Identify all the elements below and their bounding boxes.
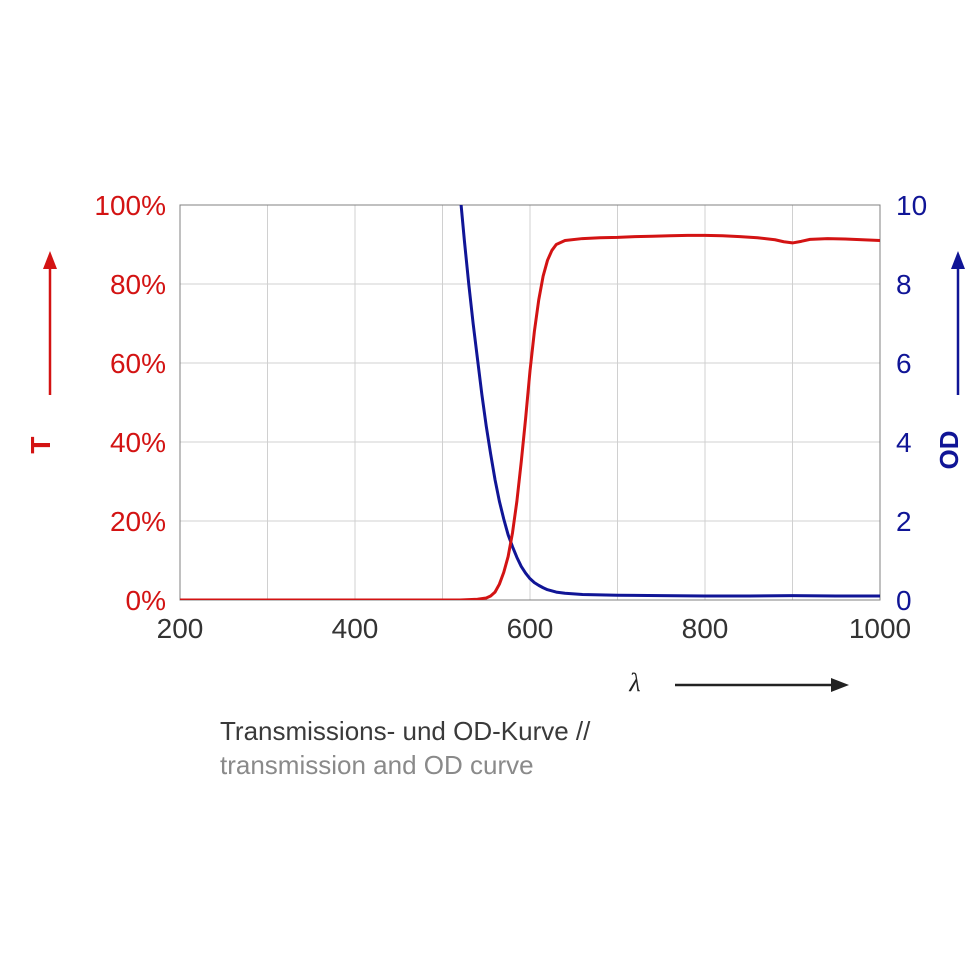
od-axis-label: OD xyxy=(934,431,964,470)
y-right-tick-label: 8 xyxy=(896,269,912,300)
x-tick-label: 600 xyxy=(507,613,554,644)
caption-line-1: Transmissions- und OD-Kurve // xyxy=(220,716,591,746)
y-right-tick-label: 6 xyxy=(896,348,912,379)
y-right-tick-label: 4 xyxy=(896,427,912,458)
y-left-tick-label: 100% xyxy=(94,190,166,221)
lambda-axis-label: λ xyxy=(628,668,640,697)
y-right-tick-label: 0 xyxy=(896,585,912,616)
y-left-tick-label: 40% xyxy=(110,427,166,458)
transmission-od-chart: 200 400 600 800 1000 0% 20% 40% 60% 80% 100% 0 2 4 6 8 1… xyxy=(0,0,980,980)
x-tick-label: 800 xyxy=(682,613,729,644)
caption-line-2: transmission and OD curve xyxy=(220,750,534,780)
y-left-tick-label: 0% xyxy=(126,585,166,616)
y-right-tick-label: 2 xyxy=(896,506,912,537)
x-tick-label: 1000 xyxy=(849,613,911,644)
y-right-tick-label: 10 xyxy=(896,190,927,221)
t-axis-label: T xyxy=(25,436,56,453)
chart-container: 200 400 600 800 1000 0% 20% 40% 60% 80% 100% 0 2 4 6 8 1… xyxy=(0,0,980,980)
x-tick-label: 400 xyxy=(332,613,379,644)
y-left-tick-label: 20% xyxy=(110,506,166,537)
x-tick-label: 200 xyxy=(157,613,204,644)
y-left-tick-label: 60% xyxy=(110,348,166,379)
y-left-tick-label: 80% xyxy=(110,269,166,300)
chart-background xyxy=(0,0,980,980)
